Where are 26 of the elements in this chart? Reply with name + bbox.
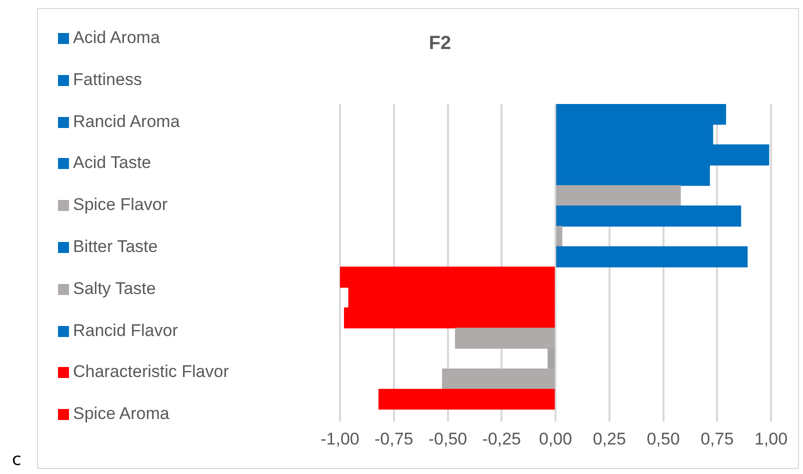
bar xyxy=(556,185,681,206)
text: Spice Aroma xyxy=(73,404,170,424)
x-tick-label: -0,25 xyxy=(482,429,521,448)
text: Bitter Taste xyxy=(73,237,158,257)
bar xyxy=(556,226,562,247)
x-tick-label: 1,00 xyxy=(754,429,788,448)
text: Acid Taste xyxy=(73,153,152,174)
x-tick-label: -0,50 xyxy=(428,429,468,448)
x-tick-label: 0,75 xyxy=(700,429,734,448)
bar xyxy=(378,388,555,410)
text: Salty Taste xyxy=(73,278,156,299)
bar xyxy=(556,246,748,268)
x-tick-label: -0,75 xyxy=(374,429,414,448)
x-tick-label: -1,00 xyxy=(320,429,360,448)
x-tick-label: 0,00 xyxy=(538,429,572,448)
bar xyxy=(556,206,742,227)
x-tick-label: 0,50 xyxy=(646,429,680,448)
text: Rancid Flavor xyxy=(73,320,178,341)
text: Characteristic Flavor xyxy=(73,362,229,382)
text: Fattiness xyxy=(73,70,142,90)
chart-title: F2 xyxy=(428,33,452,55)
text: Spice Flavor xyxy=(73,195,168,216)
text: c xyxy=(12,450,22,470)
x-tick-label: 0,25 xyxy=(592,429,626,448)
text: Rancid Aroma xyxy=(73,112,180,132)
text: Acid Aroma xyxy=(73,28,160,48)
